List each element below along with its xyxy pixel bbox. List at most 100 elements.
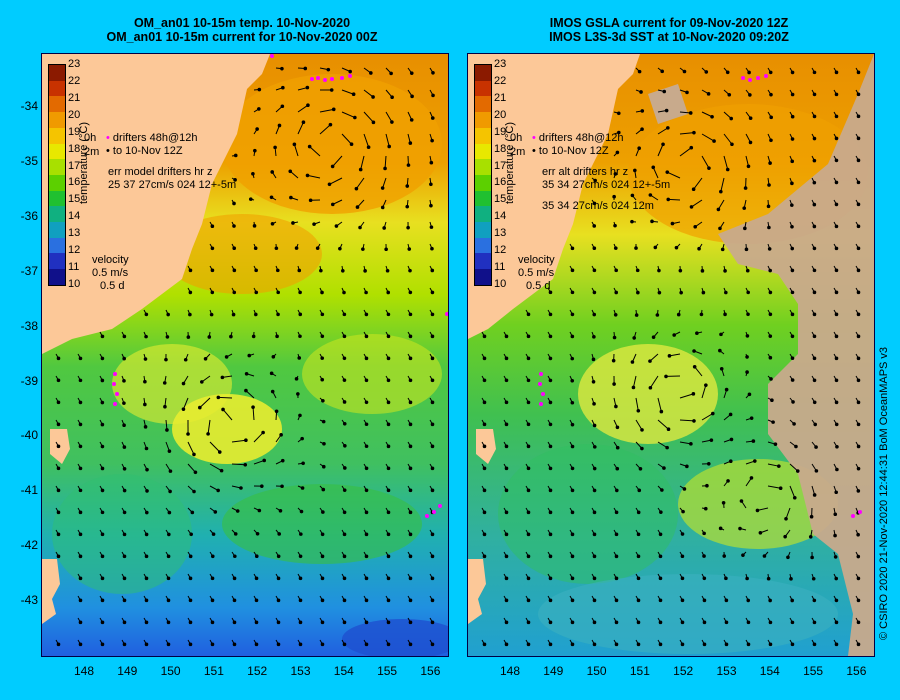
current-vector (252, 407, 255, 421)
current-vector-head (592, 466, 597, 471)
current-vector-head (320, 312, 325, 317)
current-vector-head (548, 312, 553, 317)
current-vector (209, 463, 222, 472)
current-vector-head (254, 642, 259, 647)
current-vector (701, 111, 713, 118)
current-vector-head (261, 430, 265, 435)
current-vector-head (723, 312, 727, 317)
current-vector-head (716, 207, 721, 212)
current-vector-head (856, 620, 861, 625)
side-label-mid: 2m (84, 146, 100, 158)
current-vector-head (691, 392, 696, 396)
current-vector-head (327, 182, 332, 187)
colorbar-tick-label: 12 (494, 244, 507, 257)
current-vector-head (753, 459, 757, 463)
current-vector-head (299, 532, 303, 536)
colorbar-swatch (475, 96, 491, 113)
current-vector-head (592, 445, 597, 449)
satellite-map-panel[interactable]: 23 22 21 20 19 18 17 16 15 14 13 12 11 10 temperature… (467, 53, 875, 657)
current-vector-head (745, 334, 750, 338)
velocity-days: 0.5 d (526, 280, 551, 292)
current-vector (293, 144, 299, 157)
current-vector-head (232, 268, 237, 273)
current-vector-head (274, 409, 279, 414)
current-vector-head (430, 576, 435, 581)
current-vector-head (766, 204, 771, 209)
current-vector-head (834, 136, 839, 141)
current-vector-head (548, 576, 553, 581)
current-vector-head (430, 290, 435, 295)
current-vector-head (771, 420, 775, 424)
current-vector-head (790, 70, 795, 75)
current-vector-head (592, 642, 597, 647)
current-vector-head (856, 92, 861, 97)
right-title-line1: IMOS GSLA current for 09-Nov-2020 12Z (549, 16, 789, 30)
current-vector-head (526, 576, 531, 581)
right-panel-title: IMOS GSLA current for 09-Nov-2020 12Z IM… (469, 16, 869, 44)
current-vector-head (670, 221, 675, 226)
model-map-panel[interactable]: 23 22 21 20 19 18 17 16 15 14 13 12 11 10 temperature… (41, 53, 449, 657)
current-vector-head (834, 400, 839, 405)
current-vector-head (615, 150, 620, 155)
current-vector-head (56, 378, 61, 383)
current-vector (767, 463, 779, 467)
current-vector-head (614, 620, 619, 625)
current-vector-head (724, 576, 728, 581)
current-vector-head (280, 458, 285, 463)
current-vector-head (719, 332, 723, 337)
current-vector-head (660, 69, 664, 74)
current-vector-head (100, 400, 105, 405)
current-vector-head (746, 598, 751, 603)
current-vector-head (232, 642, 237, 647)
left-title-line2: OM_an01 10-15m current for 10-Nov-2020 0… (106, 30, 378, 44)
current-vector-head (78, 444, 83, 449)
colorbar-swatch (475, 206, 491, 223)
current-vector (363, 133, 370, 148)
current-vector-head (181, 381, 186, 386)
current-vector-head (745, 576, 749, 581)
current-vector-head (390, 95, 394, 100)
current-vector-head (570, 422, 575, 427)
current-vector-head (430, 620, 435, 625)
current-vector-head (122, 598, 127, 603)
current-vector-head (856, 532, 860, 537)
side-label-top: 0h (510, 132, 523, 144)
current-vector-head (678, 268, 683, 273)
current-vector-head (526, 532, 531, 537)
current-vector-head (186, 432, 190, 436)
current-vector-head (342, 642, 347, 647)
current-vector-head (674, 245, 679, 250)
current-vector-head (380, 186, 385, 190)
current-vector-head (729, 116, 734, 121)
current-vector-head (235, 509, 240, 513)
current-vector-head (856, 202, 861, 207)
current-vector-head (504, 378, 509, 383)
current-vector-head (666, 126, 670, 130)
current-vector-head (651, 335, 656, 339)
current-vector-head (334, 224, 339, 228)
current-vector-head (526, 422, 531, 427)
current-vector-head (635, 268, 640, 273)
current-vector-head (636, 409, 641, 413)
colorbar-tick-label: 14 (68, 210, 81, 223)
velocity-scale: 0.5 m/s (518, 267, 555, 279)
current-vector-head (812, 114, 817, 119)
current-vector-head (658, 576, 663, 581)
colorbar-swatch (49, 190, 65, 207)
current-vector-head (300, 436, 304, 441)
current-vector-head (209, 312, 214, 317)
current-vector-head (611, 358, 616, 363)
current-vector-head (548, 488, 553, 493)
current-vector-head (834, 114, 839, 119)
current-vector-head (856, 598, 861, 603)
current-vector-head (188, 576, 193, 581)
current-vector-head (100, 334, 105, 339)
current-vector (657, 144, 664, 157)
current-vector-head (526, 312, 531, 317)
current-vector-head (526, 400, 531, 405)
current-vector-head (273, 145, 277, 150)
current-vector-head (213, 510, 218, 514)
colorbar-tick-label: 15 (494, 193, 507, 206)
current-vector-head (792, 495, 797, 500)
current-vector-head (122, 356, 126, 361)
